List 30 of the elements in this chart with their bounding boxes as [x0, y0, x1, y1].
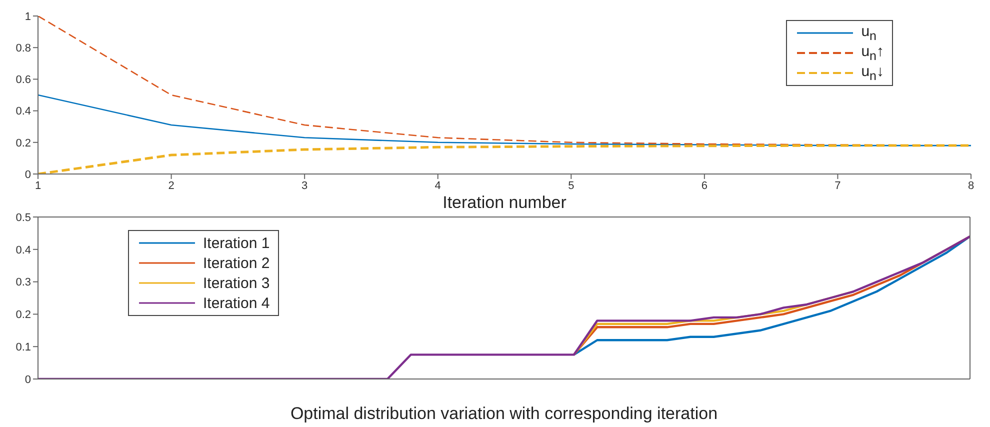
x-tick-label: 4: [434, 180, 441, 192]
x-tick-label: 5: [568, 180, 574, 192]
y-tick-label: 0: [24, 168, 31, 181]
y-tick-label: 1: [24, 10, 31, 23]
y-tick-label: 0.1: [16, 342, 31, 354]
x-tick-label: 3: [302, 180, 308, 192]
legend-label: Iteration 1: [203, 234, 270, 252]
y-tick-label: 0.3: [16, 276, 31, 289]
x-axis-title: Iteration number: [442, 193, 567, 212]
y-tick-label: 0.5: [16, 212, 31, 224]
x-tick-label: 8: [968, 180, 974, 192]
y-tick-label: 0.4: [16, 106, 31, 118]
y-tick-label: 0.6: [16, 74, 31, 86]
x-tick-label: 1: [34, 180, 42, 192]
y-tick-label: 0: [24, 374, 31, 386]
legend-label: Iteration 2: [203, 254, 270, 272]
y-tick-label: 0.4: [16, 244, 31, 256]
legend-label: Iteration 4: [203, 294, 270, 312]
x-tick-label: 6: [701, 180, 708, 192]
x-tick-label: 2: [168, 180, 174, 192]
legend-label: u$_{n}$↑: [861, 43, 884, 63]
line-series: [572, 235, 970, 356]
x-axis-title: Optimal distribution variation with corresponding iteration: [290, 404, 718, 423]
legend-label: u$_{n}$↓: [861, 63, 884, 83]
legend-label: u$_{n}$: [861, 23, 876, 43]
legend-label: Iteration 3: [203, 274, 270, 292]
y-tick-label: 0.8: [16, 42, 31, 55]
y-tick-label: 0.2: [16, 137, 31, 150]
x-tick-label: 7: [834, 180, 841, 192]
y-tick-label: 0.2: [16, 309, 31, 322]
